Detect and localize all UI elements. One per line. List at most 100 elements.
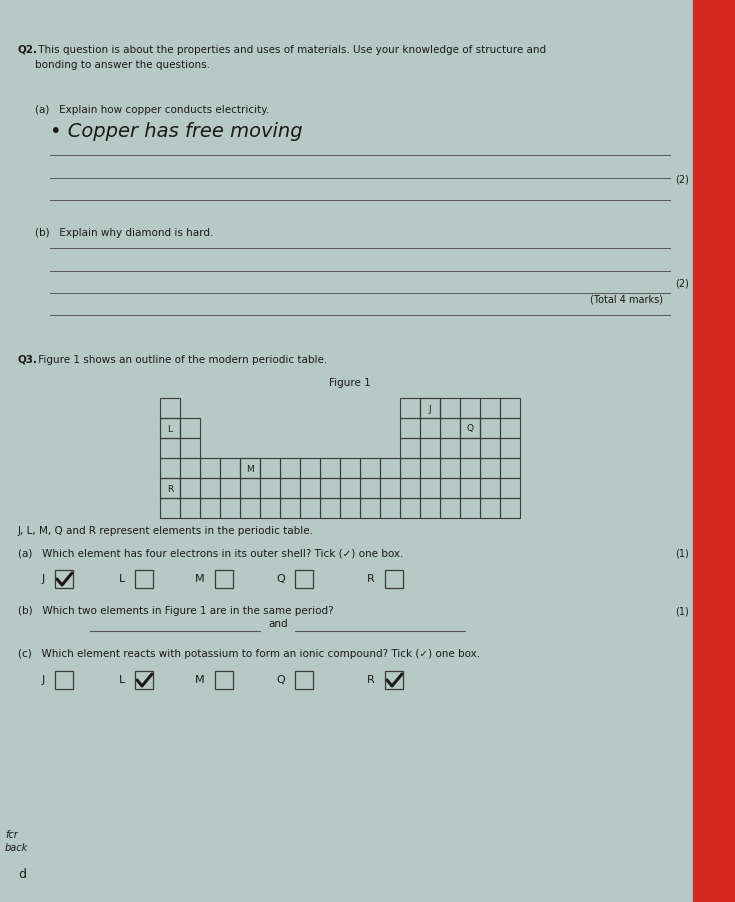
Bar — [260, 458, 280, 478]
Text: • Copper has free moving: • Copper has free moving — [50, 122, 303, 141]
Text: L: L — [119, 675, 125, 685]
Bar — [295, 570, 313, 588]
Text: L: L — [168, 425, 173, 434]
Bar — [300, 498, 320, 518]
Text: R: R — [167, 484, 173, 493]
Bar — [360, 498, 380, 518]
Text: M: M — [196, 574, 205, 584]
Bar — [160, 458, 180, 478]
Bar — [360, 458, 380, 478]
Bar — [220, 458, 240, 478]
Bar — [460, 438, 480, 458]
Bar — [240, 458, 260, 478]
Bar — [440, 418, 460, 438]
Text: (Total 4 marks): (Total 4 marks) — [590, 295, 663, 305]
Bar — [420, 478, 440, 498]
Text: (a)   Which element has four electrons in its outer shell? Tick (✓) one box.: (a) Which element has four electrons in … — [18, 548, 404, 558]
Bar — [160, 478, 180, 498]
Bar — [260, 478, 280, 498]
Bar — [55, 570, 73, 588]
Bar — [400, 498, 420, 518]
Text: M: M — [246, 465, 254, 474]
Bar — [220, 498, 240, 518]
Bar — [420, 398, 440, 418]
Bar — [320, 458, 340, 478]
Text: L: L — [119, 574, 125, 584]
Bar — [160, 478, 180, 498]
Bar — [460, 498, 480, 518]
Bar — [300, 458, 320, 478]
Bar — [280, 458, 300, 478]
Bar — [500, 498, 520, 518]
Bar — [400, 478, 420, 498]
Text: fcr: fcr — [5, 830, 18, 840]
Bar — [220, 478, 240, 498]
Bar — [440, 478, 460, 498]
Bar — [320, 478, 340, 498]
Bar — [160, 438, 180, 458]
Bar — [460, 418, 480, 438]
Bar — [180, 478, 200, 498]
Text: This question is about the properties and uses of materials. Use your knowledge : This question is about the properties an… — [35, 45, 546, 69]
Bar — [693, 0, 735, 902]
Text: Figure 1: Figure 1 — [329, 378, 371, 388]
Bar — [200, 498, 220, 518]
Bar — [340, 478, 360, 498]
Text: R: R — [368, 574, 375, 584]
Bar — [240, 498, 260, 518]
Text: Q: Q — [467, 425, 473, 434]
Text: Q3.: Q3. — [18, 355, 38, 365]
Bar — [500, 418, 520, 438]
Text: and: and — [268, 619, 287, 629]
Text: Q2.: Q2. — [18, 45, 38, 55]
Bar — [160, 498, 180, 518]
Bar — [260, 498, 280, 518]
Bar — [180, 418, 200, 438]
Bar — [160, 418, 180, 438]
Bar — [180, 498, 200, 518]
Text: (b)   Which two elements in Figure 1 are in the same period?: (b) Which two elements in Figure 1 are i… — [18, 606, 334, 616]
Bar — [420, 438, 440, 458]
Text: R: R — [368, 675, 375, 685]
Bar — [340, 458, 360, 478]
Bar — [280, 498, 300, 518]
Bar — [135, 671, 153, 689]
Bar — [360, 478, 380, 498]
Text: (2): (2) — [675, 278, 689, 288]
Bar — [180, 438, 200, 458]
Bar — [400, 398, 420, 418]
Bar — [135, 570, 153, 588]
Bar — [160, 418, 180, 438]
Text: d: d — [18, 868, 26, 881]
Bar — [420, 498, 440, 518]
Bar — [400, 438, 420, 458]
Bar — [340, 498, 360, 518]
Bar — [380, 458, 400, 478]
Bar — [440, 498, 460, 518]
Bar — [480, 498, 500, 518]
Bar — [240, 478, 260, 498]
Bar — [240, 458, 260, 478]
Bar — [385, 570, 403, 588]
Text: (1): (1) — [675, 606, 689, 616]
Text: (b)   Explain why diamond is hard.: (b) Explain why diamond is hard. — [35, 228, 213, 238]
Text: (1): (1) — [675, 548, 689, 558]
Text: Q: Q — [276, 574, 285, 584]
Bar — [420, 398, 440, 418]
Bar — [500, 398, 520, 418]
Bar — [380, 478, 400, 498]
Bar — [460, 478, 480, 498]
Bar — [460, 418, 480, 438]
Bar — [480, 478, 500, 498]
Bar — [180, 458, 200, 478]
Text: J: J — [42, 574, 45, 584]
Text: M: M — [196, 675, 205, 685]
Bar — [440, 398, 460, 418]
Bar — [480, 418, 500, 438]
Bar — [480, 398, 500, 418]
Bar — [460, 458, 480, 478]
Bar — [480, 458, 500, 478]
Bar — [55, 671, 73, 689]
Bar — [380, 498, 400, 518]
Bar — [385, 671, 403, 689]
